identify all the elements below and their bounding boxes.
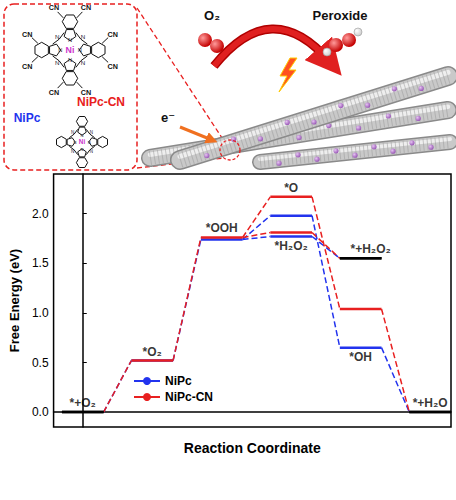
svg-text:CN: CN — [22, 30, 32, 39]
svg-text:N: N — [78, 47, 82, 53]
svg-text:*+H₂O₂: *+H₂O₂ — [351, 242, 391, 256]
svg-text:Free Energy (eV): Free Energy (eV) — [7, 249, 22, 352]
svg-text:2.0: 2.0 — [32, 207, 49, 221]
svg-text:NiPc: NiPc — [165, 374, 192, 388]
svg-text:Ni: Ni — [79, 138, 86, 145]
svg-text:Reaction Coordinate: Reaction Coordinate — [184, 440, 321, 456]
svg-text:e⁻: e⁻ — [161, 110, 175, 125]
svg-text:N: N — [58, 47, 62, 53]
svg-text:*OH: *OH — [349, 350, 372, 364]
svg-text:N: N — [81, 147, 84, 152]
svg-text:0.5: 0.5 — [32, 356, 49, 370]
svg-text:CN: CN — [22, 62, 32, 71]
svg-text:N: N — [68, 37, 72, 43]
svg-text:N: N — [88, 140, 91, 145]
svg-text:Ni: Ni — [66, 45, 75, 55]
svg-text:N: N — [71, 149, 74, 154]
svg-text:CN: CN — [108, 30, 118, 39]
svg-text:*O₂: *O₂ — [143, 345, 162, 359]
svg-text:N: N — [71, 130, 74, 135]
svg-text:*OOH: *OOH — [206, 221, 238, 235]
svg-text:CN: CN — [49, 88, 59, 97]
svg-text:0.0: 0.0 — [32, 405, 49, 419]
svg-text:NiPc-CN: NiPc-CN — [77, 95, 125, 109]
svg-text:N: N — [81, 59, 85, 66]
svg-text:N: N — [81, 133, 84, 138]
svg-text:1.5: 1.5 — [32, 256, 49, 270]
svg-text:*+H₂O: *+H₂O — [413, 396, 448, 410]
svg-text:NiPc-CN: NiPc-CN — [165, 390, 213, 404]
svg-text:Peroxide: Peroxide — [313, 8, 368, 23]
svg-text:*O: *O — [284, 181, 298, 195]
svg-text:CN: CN — [80, 88, 92, 98]
svg-text:1.0: 1.0 — [32, 306, 49, 320]
svg-text:N: N — [90, 130, 93, 135]
svg-text:N: N — [68, 57, 72, 63]
svg-text:NiPc: NiPc — [14, 111, 41, 125]
svg-text:O₂: O₂ — [204, 8, 220, 23]
svg-text:N: N — [55, 33, 59, 40]
svg-text:*+O₂: *+O₂ — [70, 396, 96, 410]
svg-text:*H₂O₂: *H₂O₂ — [275, 239, 308, 253]
svg-text:N: N — [81, 33, 85, 40]
svg-text:CN: CN — [108, 62, 118, 71]
svg-text:N: N — [90, 149, 93, 154]
svg-text:N: N — [73, 140, 76, 145]
svg-text:CN: CN — [49, 3, 59, 12]
svg-text:CN: CN — [81, 3, 91, 12]
svg-text:N: N — [55, 59, 59, 66]
